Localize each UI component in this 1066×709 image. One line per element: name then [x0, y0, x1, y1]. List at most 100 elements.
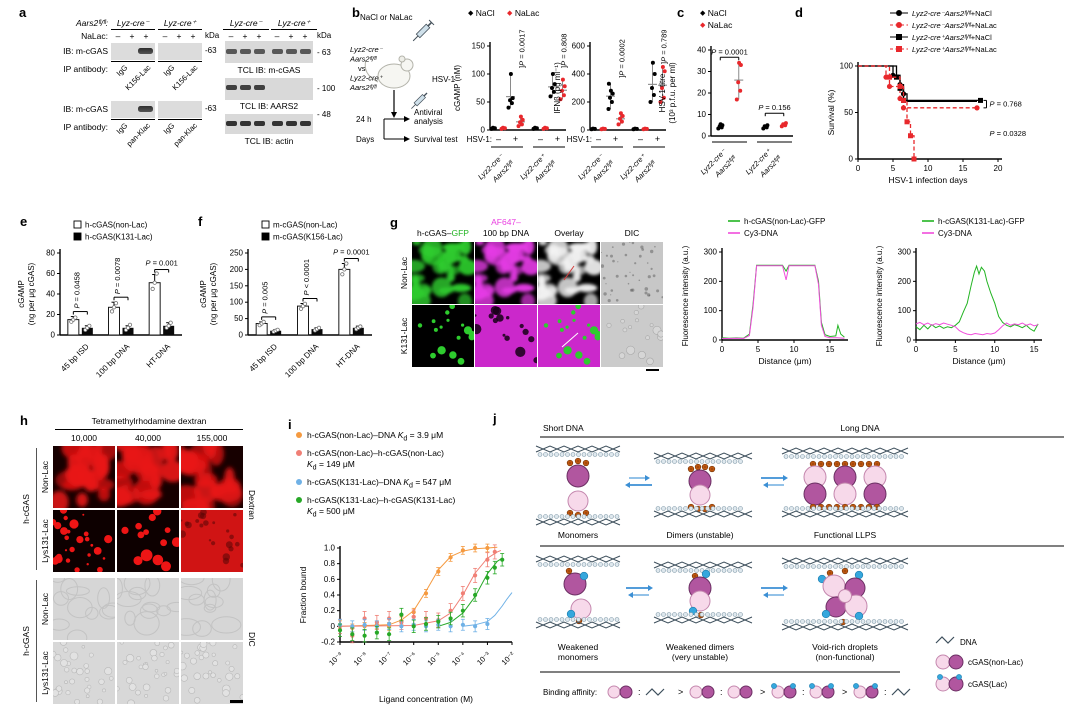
svg-text:–: –: [638, 134, 643, 144]
gel-tcl-cgas: [225, 41, 313, 63]
micrograph-dic-bubbles: [178, 639, 246, 704]
legend-item: h-cGAS(non-Lac)–DNA Kd = 3.9 μM: [296, 430, 541, 444]
micrograph-gfp-k131lac: [412, 303, 476, 367]
genotype-col: Lyz-cre⁻: [111, 18, 155, 30]
micrograph-red-field: [178, 508, 245, 572]
svg-text:Fluorescence intensity (a.u.): Fluorescence intensity (a.u.): [875, 245, 884, 346]
svg-text:cGAS(non-Lac): cGAS(non-Lac): [968, 658, 1023, 667]
lane-sign: –: [162, 31, 168, 41]
panel-c-label: c: [677, 5, 685, 20]
legend-item-nalac: ◆ NaLac: [507, 8, 540, 18]
micrograph-dic: [49, 638, 115, 705]
diagram-j-model: Short DNA Long DNA Monomers Dimers (unstabl…: [488, 410, 1066, 709]
svg-text:Aars2ᶠˡ/ᶠˡ: Aars2ᶠˡ/ᶠˡ: [349, 83, 377, 92]
h-title-rule: [55, 429, 243, 430]
svg-text:1.0: 1.0: [324, 544, 336, 553]
svg-text:IFNβ (pg ml⁻¹): IFNβ (pg ml⁻¹): [553, 62, 562, 114]
g-col3-header: Overlay: [554, 228, 584, 238]
svg-text:cGAMP: cGAMP: [199, 280, 208, 308]
svg-text:P = 0.0001: P = 0.0001: [333, 247, 370, 256]
svg-text:Lyz2-cre⁻Aars2ᶠˡ/ᶠˡ+NaLac: Lyz2-cre⁻Aars2ᶠˡ/ᶠˡ+NaLac: [912, 21, 997, 30]
blot-band: [138, 48, 153, 54]
svg-text:45 bp ISD: 45 bp ISD: [248, 342, 280, 374]
svg-text:100: 100: [898, 306, 912, 315]
micrograph-dextran: [117, 507, 182, 572]
svg-text:0: 0: [481, 126, 486, 135]
svg-text:Lyz2-cre⁻Aars2ᶠˡ/ᶠˡ+NaCl: Lyz2-cre⁻Aars2ᶠˡ/ᶠˡ+NaCl: [912, 9, 992, 18]
micrograph-overlay-k131lac: [538, 303, 602, 367]
chart-i-binding: -0.2 0 0.2 0.4 0.6 0.8 1.0 10⁻⁹ 10⁻⁸ 10⁻⁷ 10⁻⁶ 10⁻⁵…: [292, 536, 542, 709]
blot-band: [138, 106, 153, 112]
svg-text:(ng per μg cGAS): (ng per μg cGAS): [27, 262, 36, 325]
micrograph-dic: [111, 571, 188, 640]
svg-text:analysis: analysis: [414, 117, 443, 126]
ip-antibody-name: IgG: [161, 121, 177, 136]
svg-text:50: 50: [476, 98, 485, 107]
svg-text:10⁻⁹: 10⁻⁹: [327, 650, 344, 667]
chart-b-ifnb: 0 200 400 600 IFNβ (pg ml⁻¹)]P = 0.0002]P = …: [550, 20, 670, 199]
svg-text:150: 150: [230, 281, 244, 290]
svg-text:h-cGAS(K131-Lac)-GFP: h-cGAS(K131-Lac)-GFP: [938, 217, 1025, 226]
svg-text:HSV-1 titre: HSV-1 titre: [658, 73, 667, 112]
scale-bar: [230, 700, 243, 703]
legend-i-binding: h-cGAS(non-Lac)–DNA Kd = 3.9 μM h-cGAS(no…: [296, 430, 541, 524]
svg-text:h-cGAS(non-Lac): h-cGAS(non-Lac): [85, 221, 148, 230]
svg-text:Weakened dimers: Weakened dimers: [666, 642, 734, 652]
svg-text:h-cGAS(K131-Lac): h-cGAS(K131-Lac): [85, 233, 153, 242]
lane-sign: –: [274, 31, 280, 41]
h-row-label: Non-Lac: [40, 592, 50, 626]
svg-text:HSV-1:: HSV-1:: [467, 135, 492, 144]
svg-text:Long DNA: Long DNA: [840, 423, 880, 433]
micrograph-dic: [171, 567, 243, 640]
svg-text:P = 0.001: P = 0.001: [145, 259, 177, 268]
svg-text:10: 10: [924, 164, 933, 173]
svg-text:10: 10: [790, 345, 799, 354]
svg-text:+: +: [513, 134, 518, 144]
micrograph-dic-pale: [171, 567, 243, 640]
svg-text:Aars2ᶠˡ/ᶠˡ: Aars2ᶠˡ/ᶠˡ: [349, 55, 377, 64]
chart-e_bars: h-cGAS(non-Lac) h-cGAS(K131-Lac) 0 20 40 60 80…: [17, 221, 182, 379]
svg-text:>: >: [678, 687, 683, 697]
svg-text:Cy3-DNA: Cy3-DNA: [744, 229, 778, 238]
h-row-label: Non-Lac: [40, 460, 50, 494]
ib-label: IB: m-cGAS: [63, 104, 108, 114]
svg-text:Binding affinity:: Binding affinity:: [543, 688, 597, 697]
svg-text:60: 60: [46, 269, 55, 278]
g-col2-header: AF647– 100 bp DNA: [482, 217, 530, 238]
panel-h-label: h: [20, 413, 28, 428]
legend-item-nacl: ◆ NaCl: [468, 8, 495, 18]
svg-text:HT-DNA: HT-DNA: [145, 342, 173, 370]
svg-text:P = 0.005: P = 0.005: [261, 282, 270, 314]
svg-text:0: 0: [907, 336, 912, 345]
svg-text:300: 300: [898, 248, 912, 257]
micrograph-af647-k131lac: [471, 305, 540, 367]
svg-text:(non-functional): (non-functional): [815, 652, 874, 662]
micrograph-field-magenta: [471, 305, 540, 367]
svg-text:P = 0.0458: P = 0.0458: [72, 272, 81, 309]
tcl-caption: TCL IB: m-cGAS: [237, 65, 301, 75]
micrograph-dextran: [49, 433, 119, 514]
mw-label: -63: [205, 104, 217, 113]
micrograph-dic-nonlac: [600, 241, 664, 304]
diagram-mouse-experiment: NaCl or NaLacLyz2-cre⁻Aars2ᶠˡ/ᶠˡvsLyz2-c…: [349, 13, 458, 144]
gel-tcl-aars2: [225, 78, 313, 100]
svg-text:10: 10: [990, 345, 999, 354]
svg-text:DNA: DNA: [960, 638, 978, 647]
svg-text:20: 20: [46, 310, 55, 319]
svg-text:0.6: 0.6: [324, 575, 336, 584]
ip-antibody-name: IgG: [114, 121, 130, 136]
chart-b-cgamp: 0 50 100 150 cGAMP (nM)]P = 0.0017]P = 0.808…: [450, 20, 570, 199]
svg-text:+: +: [655, 134, 660, 144]
svg-text:Void-rich droplets: Void-rich droplets: [812, 642, 878, 652]
gel-ip-k156: [111, 43, 155, 60]
genotype-col: Lyz-cre⁺: [158, 18, 202, 30]
svg-text:5: 5: [953, 345, 958, 354]
lane-sign: +: [256, 31, 262, 41]
micrograph-red-net: [49, 433, 119, 514]
micrograph-dic: [178, 639, 246, 704]
svg-text:Fraction bound: Fraction bound: [298, 566, 308, 623]
svg-text:+: +: [613, 134, 618, 144]
h-row-label: Lys131-Lac: [40, 651, 50, 695]
svg-text:Ligand concentration (M): Ligand concentration (M): [379, 694, 473, 704]
chart-i_binding: -0.2 0 0.2 0.4 0.6 0.8 1.0 10⁻⁹ 10⁻⁸ 10⁻⁷ 10⁻⁶ 10⁻⁵…: [298, 544, 517, 705]
